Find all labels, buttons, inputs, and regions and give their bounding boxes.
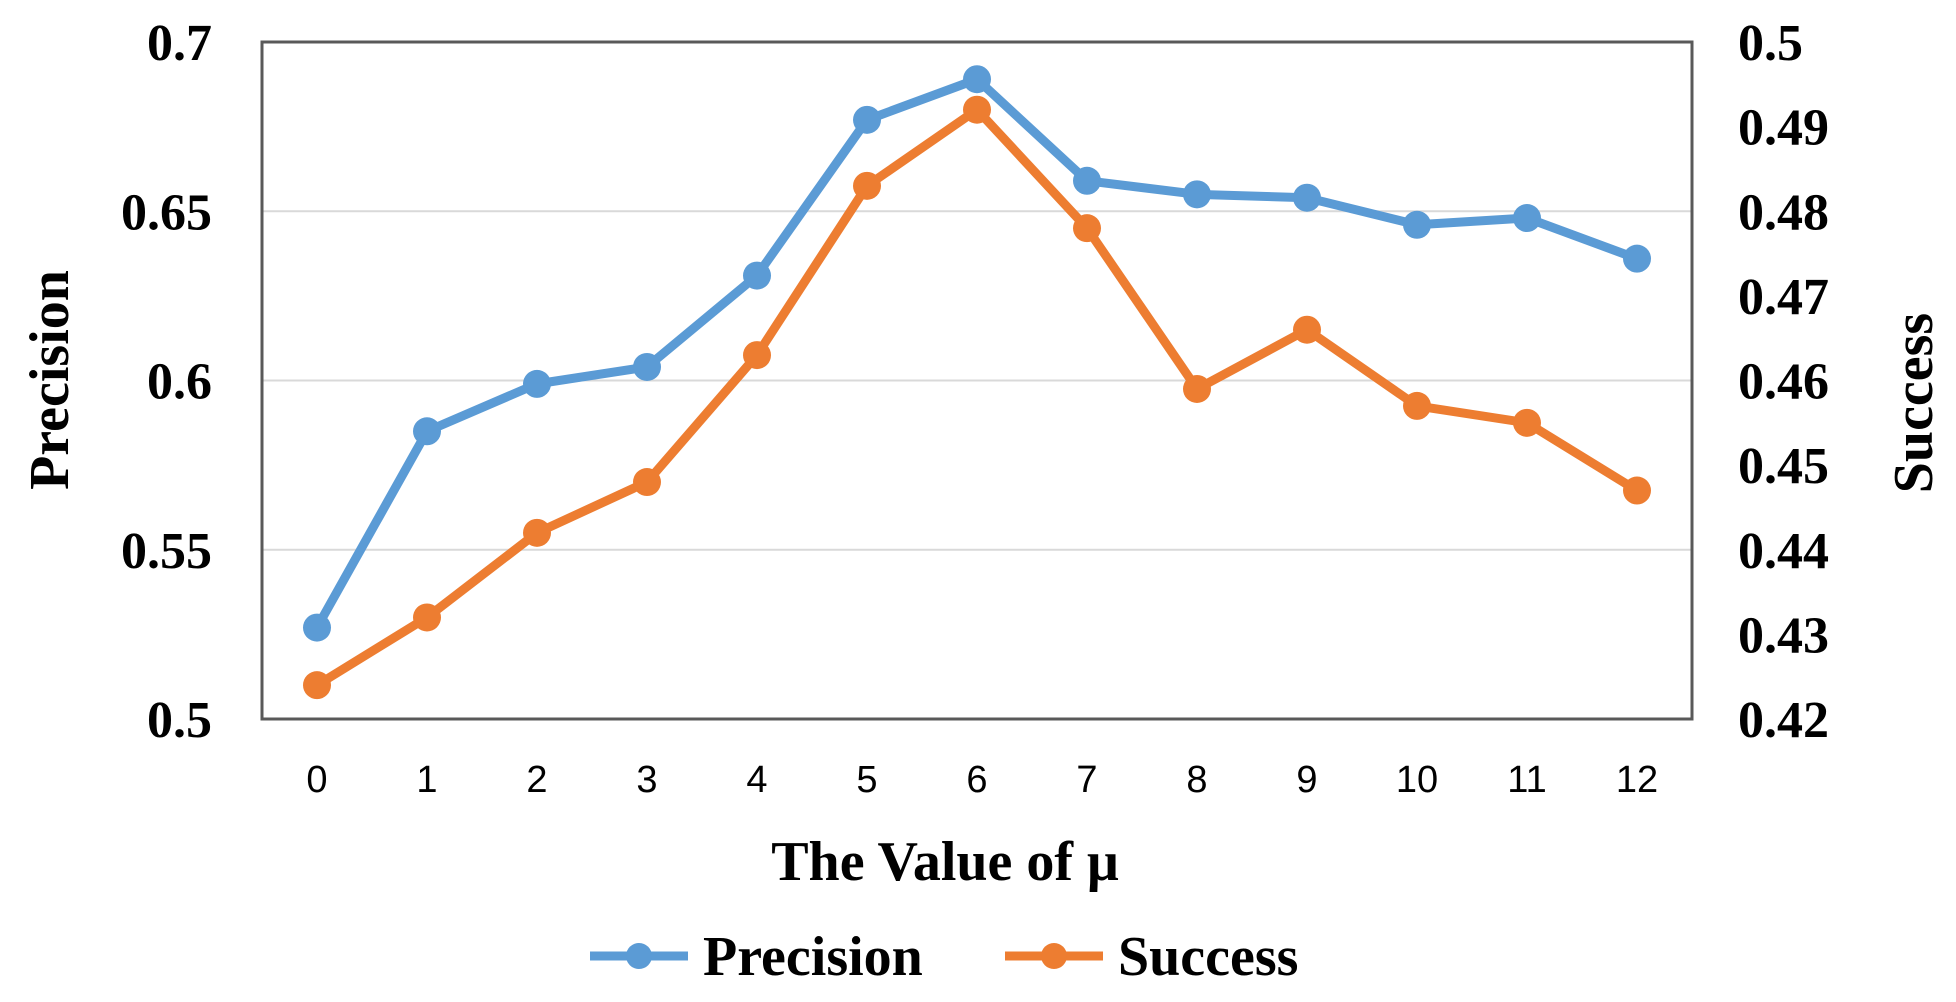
data-point-precision: [853, 105, 881, 134]
x-tick-label: 5: [856, 759, 877, 801]
data-point-precision: [523, 369, 551, 398]
data-point-success: [1073, 214, 1101, 243]
data-point-precision: [1183, 180, 1211, 209]
data-point-precision: [1513, 204, 1541, 233]
legend-item-precision: Precision: [590, 926, 923, 988]
data-point-success: [303, 671, 331, 700]
y2-tick-label: 0.48: [1738, 184, 1829, 241]
series-lines: [303, 65, 1651, 700]
x-tick-label: 3: [636, 759, 657, 801]
plot-area-border: [260, 40, 1694, 721]
y2-tick-label: 0.43: [1738, 607, 1829, 664]
data-point-precision: [1623, 244, 1651, 273]
series-success: [303, 95, 1651, 700]
y-tick-label: 0.6: [147, 354, 212, 411]
left-axis-tick-labels: 0.5 0.55 0.6 0.65 0.7: [121, 15, 212, 749]
x-axis-title: The Value of μ: [771, 831, 1119, 893]
data-point-precision: [1403, 210, 1431, 239]
x-tick-label: 0: [306, 759, 327, 801]
x-tick-label: 8: [1186, 759, 1207, 801]
data-point-success: [1513, 408, 1541, 437]
x-tick-label: 6: [966, 759, 987, 801]
data-point-precision: [1293, 183, 1321, 212]
legend-success-label: Success: [1118, 926, 1298, 988]
y2-tick-label: 0.44: [1738, 523, 1829, 580]
data-point-precision: [963, 65, 991, 94]
gridlines: [262, 210, 1692, 551]
data-point-success: [413, 603, 441, 632]
data-point-success: [1183, 374, 1211, 403]
data-point-success: [633, 468, 661, 497]
data-point-precision: [743, 261, 771, 290]
x-tick-label: 4: [746, 759, 767, 801]
x-axis-tick-labels: 0 1 2 3 4 5 6 7 8 9 10 11 12: [306, 759, 1658, 801]
right-axis-tick-labels: 0.42 0.43 0.44 0.45 0.46 0.47 0.48 0.49 0.5: [1738, 15, 1829, 749]
data-point-success: [1403, 391, 1431, 420]
y2-tick-label: 0.5: [1738, 15, 1803, 72]
y2-axis-title: Success: [1883, 313, 1945, 493]
series-precision: [303, 65, 1651, 642]
x-tick-label: 12: [1616, 759, 1658, 801]
legend-success-marker: [1041, 943, 1067, 969]
legend-item-success: Success: [1005, 926, 1298, 988]
legend-precision-marker: [626, 943, 652, 969]
y-axis-title: Precision: [19, 270, 81, 490]
x-tick-label: 7: [1076, 759, 1097, 801]
y2-tick-label: 0.47: [1738, 269, 1829, 326]
legend: Precision Success: [590, 926, 1298, 988]
data-point-success: [523, 518, 551, 547]
data-point-success: [1623, 476, 1651, 505]
y2-tick-label: 0.46: [1738, 354, 1829, 411]
x-tick-label: 1: [416, 759, 437, 801]
data-point-precision: [413, 417, 441, 446]
data-point-precision: [303, 613, 331, 642]
data-point-success: [963, 95, 991, 124]
x-tick-label: 11: [1507, 759, 1546, 801]
x-tick-label: 2: [526, 759, 547, 801]
y2-tick-label: 0.45: [1738, 438, 1829, 495]
data-point-precision: [1073, 166, 1101, 195]
y2-tick-label: 0.49: [1738, 100, 1829, 157]
legend-precision-label: Precision: [703, 926, 923, 988]
y-tick-label: 0.5: [147, 692, 212, 749]
data-point-precision: [633, 352, 661, 381]
data-point-success: [743, 341, 771, 370]
y-tick-label: 0.65: [121, 184, 212, 241]
y-tick-label: 0.7: [147, 15, 212, 72]
data-point-success: [1293, 315, 1321, 344]
data-point-success: [853, 171, 881, 200]
y2-tick-label: 0.42: [1738, 692, 1829, 749]
y-tick-label: 0.55: [121, 523, 212, 580]
x-tick-label: 10: [1396, 759, 1438, 801]
x-tick-label: 9: [1296, 759, 1317, 801]
